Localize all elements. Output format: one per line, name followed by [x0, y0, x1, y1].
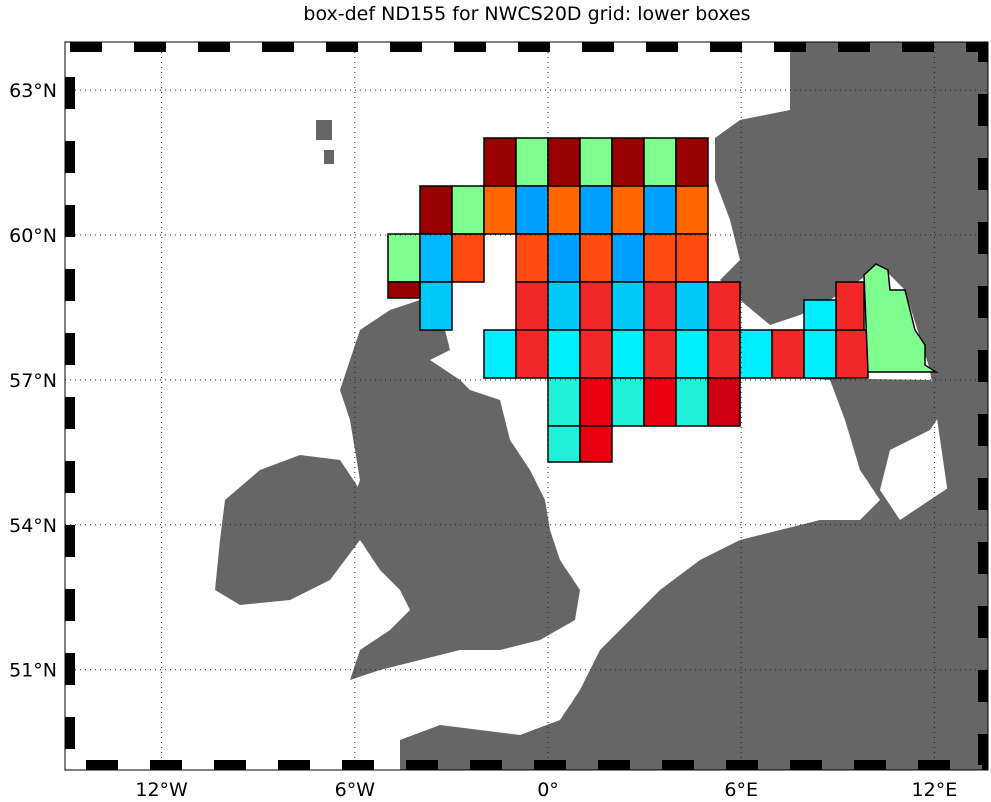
box — [739, 329, 773, 379]
box — [579, 233, 613, 283]
box — [643, 233, 677, 283]
box — [643, 329, 677, 379]
box — [579, 185, 613, 235]
land — [316, 120, 332, 140]
box — [451, 233, 485, 283]
box — [547, 377, 581, 427]
box — [419, 185, 453, 235]
box — [547, 281, 581, 331]
lon-label: 12°W — [135, 779, 188, 801]
box — [611, 233, 645, 283]
box — [547, 233, 581, 283]
lat-label: 54°N — [9, 515, 57, 537]
box — [675, 377, 709, 427]
box — [643, 377, 677, 427]
lon-label: 6°W — [335, 779, 376, 801]
box — [579, 425, 613, 463]
box — [547, 329, 581, 379]
box — [611, 329, 645, 379]
box — [675, 233, 709, 283]
box — [771, 329, 805, 379]
lat-label: 57°N — [9, 370, 57, 392]
land — [400, 378, 988, 770]
box — [483, 329, 517, 379]
box — [515, 137, 549, 187]
box — [579, 377, 613, 427]
box — [387, 233, 421, 283]
box — [611, 137, 645, 187]
box — [579, 329, 613, 379]
box — [515, 281, 549, 331]
box — [835, 281, 865, 331]
frame-border — [65, 42, 988, 770]
box — [547, 185, 581, 235]
box — [579, 137, 613, 187]
box — [611, 185, 645, 235]
box — [643, 137, 677, 187]
box — [483, 137, 517, 187]
land — [324, 150, 334, 164]
lon-label: 6°E — [724, 779, 758, 801]
box — [675, 137, 709, 187]
box — [387, 281, 421, 299]
box — [863, 263, 939, 373]
box — [643, 281, 677, 331]
box — [675, 281, 709, 331]
lon-label: 0° — [537, 779, 559, 801]
box — [515, 185, 549, 235]
box — [579, 281, 613, 331]
box — [611, 281, 645, 331]
box — [419, 233, 453, 283]
box — [483, 185, 517, 235]
land — [215, 455, 360, 605]
box — [547, 425, 581, 463]
lat-label: 51°N — [9, 660, 57, 682]
box — [707, 329, 741, 379]
lat-label: 60°N — [9, 225, 57, 247]
box — [835, 329, 869, 379]
box — [547, 137, 581, 187]
box — [803, 329, 837, 379]
land — [215, 42, 988, 770]
lat-label: 63°N — [9, 80, 57, 102]
box — [675, 185, 709, 235]
box — [707, 281, 741, 331]
box — [451, 185, 485, 235]
box — [675, 329, 709, 379]
map-title: box-def ND155 for NWCS20D grid: lower bo… — [303, 3, 750, 25]
box — [515, 233, 549, 283]
box — [419, 281, 453, 331]
boxes — [387, 137, 939, 463]
land — [715, 42, 988, 770]
box — [707, 377, 741, 427]
land — [340, 300, 580, 680]
box — [803, 299, 837, 331]
box — [611, 377, 645, 427]
lon-label: 12°E — [912, 779, 958, 801]
box — [515, 329, 549, 379]
box — [643, 185, 677, 235]
